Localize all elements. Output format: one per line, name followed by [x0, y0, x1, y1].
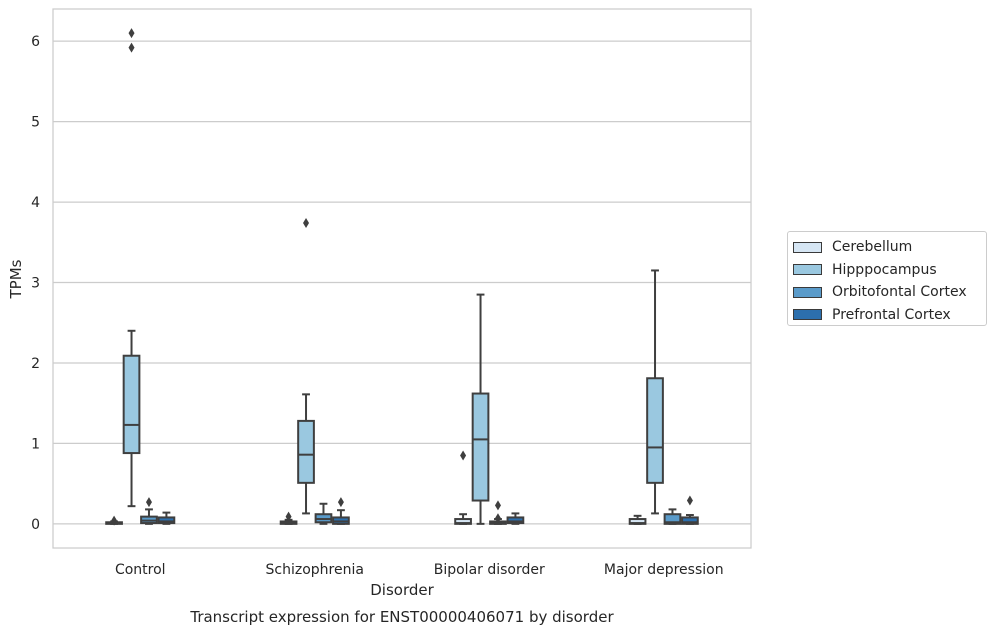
y-tick-label: 2 — [31, 356, 40, 372]
outlier-point — [337, 497, 344, 508]
box-orbitofontal-cortex — [140, 497, 158, 525]
box-orbitofontal-cortex — [314, 502, 333, 525]
box-hipppocampus — [646, 269, 664, 515]
legend-label-cerebellum: Cerebellum — [832, 239, 913, 256]
outlier-point — [460, 450, 467, 461]
legend: Cerebellum Hipppocampus Orbitofontal Cor… — [787, 231, 987, 326]
y-tick-label: 0 — [31, 517, 40, 533]
x-axis-label: Disorder — [370, 581, 434, 599]
y-tick-label: 3 — [31, 276, 40, 292]
legend-label-orbitofrontal-cortex: Orbitofontal Cortex — [832, 284, 967, 301]
box — [297, 419, 315, 484]
x-tick-label: Control — [115, 562, 166, 578]
y-tick-label: 4 — [31, 195, 40, 211]
outlier-point — [686, 495, 693, 506]
box-groups — [105, 28, 699, 526]
box-hipppocampus — [297, 217, 315, 515]
legend-item-cerebellum: Cerebellum — [793, 236, 986, 259]
box-orbitofontal-cortex — [489, 500, 507, 525]
box — [471, 392, 490, 502]
y-tick-labels: 0 1 2 3 4 5 6 — [31, 34, 40, 533]
box — [646, 377, 664, 484]
legend-swatch-cerebellum — [793, 241, 822, 253]
x-tick-labels: Control Schizophrenia Bipolar disorder Majo… — [115, 562, 724, 578]
box-prefrontal-cortex — [332, 497, 350, 525]
outlier-point — [494, 513, 501, 524]
box-hipppocampus — [471, 293, 490, 525]
box-cerebellum — [628, 514, 647, 525]
box — [157, 516, 176, 525]
outlier-point — [494, 500, 501, 511]
box-prefrontal-cortex — [157, 511, 176, 525]
x-tick-label: Major depression — [604, 562, 724, 578]
box-hipppocampus — [122, 28, 141, 508]
legend-label-hippocampus: Hipppocampus — [832, 261, 937, 278]
box-orbitofontal-cortex — [663, 508, 682, 525]
outlier-point — [285, 511, 292, 522]
box-prefrontal-cortex — [506, 512, 525, 525]
legend-swatch-hippocampus — [793, 264, 822, 276]
box-cerebellum — [454, 450, 472, 525]
box-cerebellum — [279, 511, 298, 525]
y-axis-label: TPMs — [7, 259, 25, 299]
box — [663, 513, 682, 525]
outlier-point — [128, 28, 135, 39]
y-tick-label: 5 — [31, 115, 40, 131]
legend-swatch-prefrontal-cortex — [793, 309, 822, 321]
legend-item-prefrontal-cortex: Prefrontal Cortex — [793, 304, 986, 327]
box-cerebellum — [105, 515, 123, 526]
box — [681, 516, 699, 525]
outlier-point — [111, 515, 118, 526]
y-tick-label: 6 — [31, 34, 40, 50]
box — [506, 516, 525, 525]
outlier-point — [128, 42, 135, 53]
chart-caption: Transcript expression for ENST0000040607… — [189, 608, 614, 626]
plot-area — [52, 8, 752, 549]
x-tick-label: Schizophrenia — [266, 562, 364, 578]
x-tick-label: Bipolar disorder — [434, 562, 545, 578]
box — [122, 354, 141, 455]
outlier-point — [303, 217, 310, 228]
outlier-point — [145, 497, 152, 508]
legend-item-hippocampus: Hipppocampus — [793, 259, 986, 282]
legend-swatch-orbitofrontal-cortex — [793, 286, 822, 298]
legend-item-orbitofrontal-cortex: Orbitofontal Cortex — [793, 281, 986, 304]
y-tick-label: 1 — [31, 436, 40, 452]
legend-label-prefrontal-cortex: Prefrontal Cortex — [832, 306, 951, 323]
box-prefrontal-cortex — [681, 495, 699, 525]
